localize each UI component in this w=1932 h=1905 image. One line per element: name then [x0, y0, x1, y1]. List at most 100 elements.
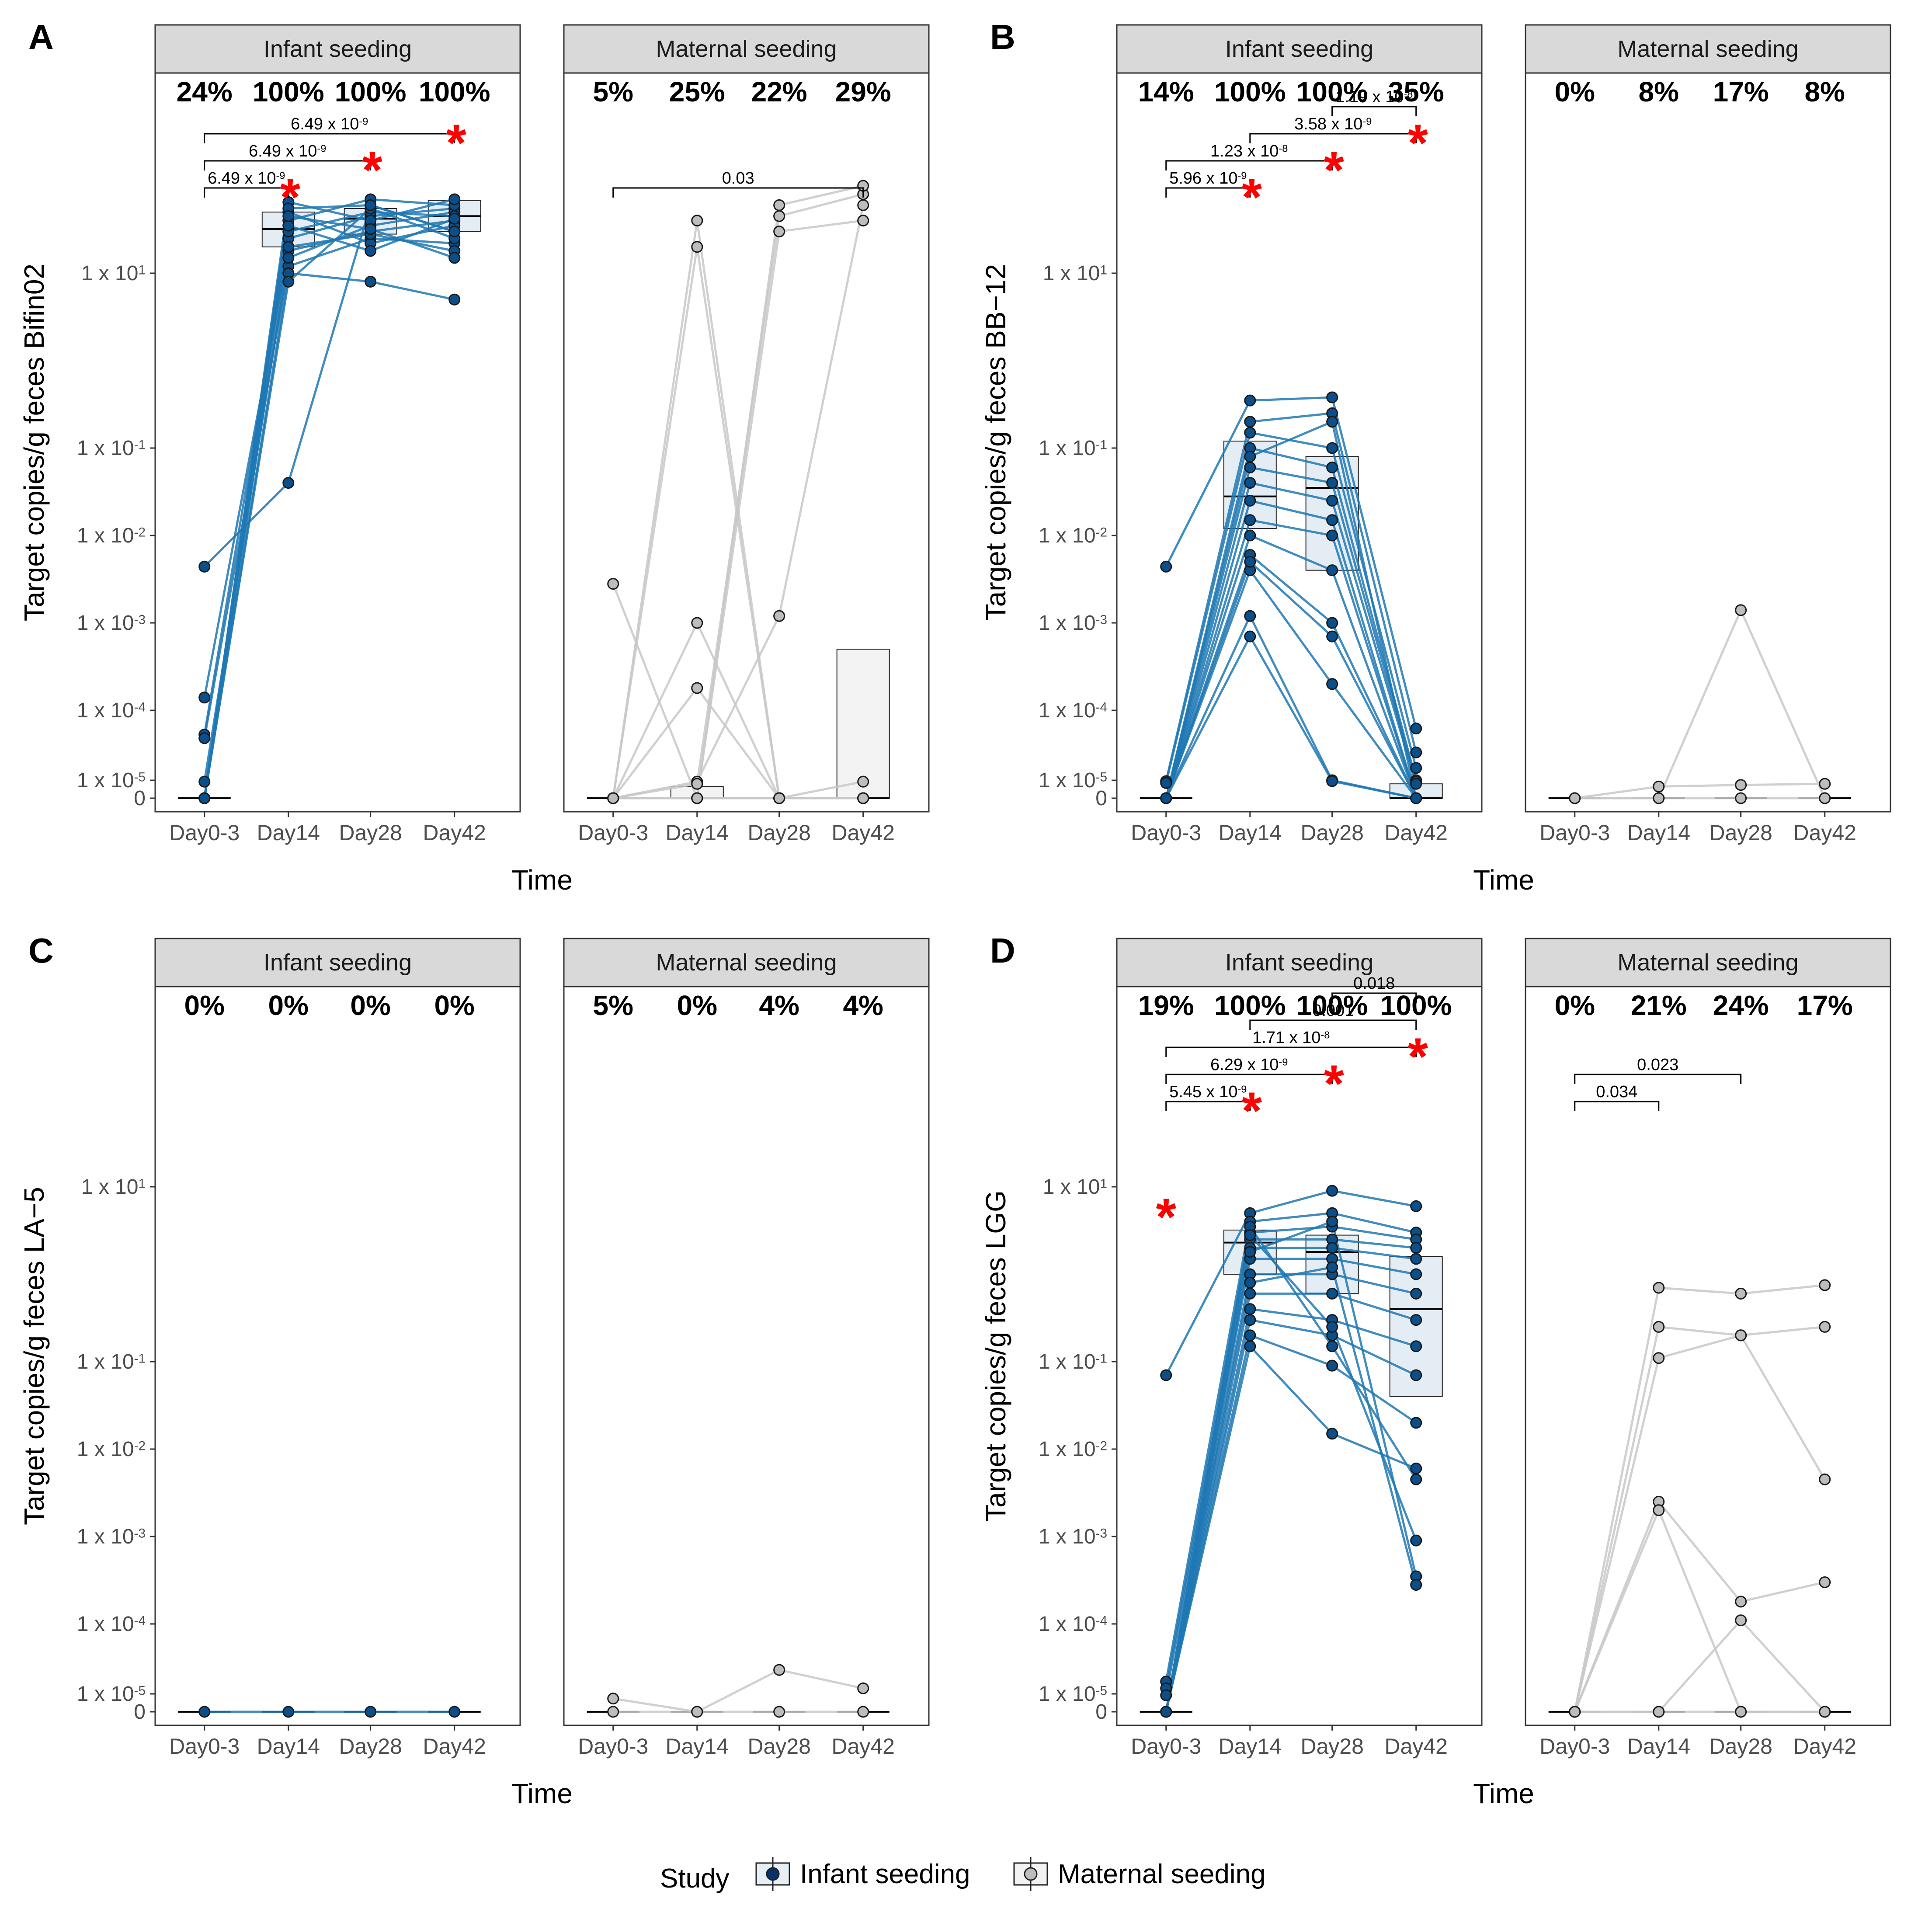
facet-strip: [1525, 938, 1891, 987]
y-tick-label-exp: -5: [134, 770, 146, 785]
y-tick-label: 0: [134, 787, 146, 810]
y-tick-label: 1 x 10-3: [77, 1525, 146, 1548]
data-point: [1326, 678, 1338, 690]
y-tick-label-base: 1 x 10: [81, 262, 139, 285]
sig-bracket: [1165, 1101, 1251, 1111]
data-point: [607, 792, 619, 804]
subject-line: [1165, 634, 1417, 800]
data-point: [857, 775, 869, 788]
y-tick-label: 1 x 10-5: [77, 1683, 146, 1706]
y-tick-label-base: 1 x 10: [77, 1350, 134, 1373]
data-point: [1819, 1706, 1831, 1718]
percent-label: 0%: [350, 990, 391, 1021]
plot-area: [563, 986, 930, 1726]
y-tick-label-base: 1 x 10: [1043, 1175, 1100, 1199]
percent-label: 17%: [1713, 76, 1769, 108]
facet-strip: [563, 938, 930, 987]
subject-line: [1165, 1220, 1418, 1712]
significance-star: *: [1407, 114, 1428, 172]
x-tick-label: Day42: [1384, 1734, 1448, 1759]
data-point: [1410, 1340, 1422, 1352]
x-tick-label: Day14: [1219, 1734, 1282, 1759]
data-point: [1735, 792, 1747, 804]
p-value-label: 0.03: [722, 169, 754, 188]
p-value-label: 0.018: [1353, 974, 1395, 993]
y-tick-label-base: 1 x 10: [77, 1438, 134, 1461]
y-axis-title: Target copies/g feces LA−5: [18, 1187, 50, 1525]
y-tick-label-base: 0: [134, 787, 146, 810]
percent-label: 4%: [843, 990, 883, 1021]
x-tick-label: Day28: [1300, 820, 1364, 845]
facet-infant: Infant seeding 0% 0% 0% 0% Day0-3 Day14 Day28 Da…: [154, 938, 521, 1759]
data-point: [1244, 494, 1256, 507]
subject-line: [1574, 1499, 1825, 1712]
data-point: [1410, 1369, 1422, 1381]
data-point: [1410, 1287, 1422, 1300]
data-point: [1569, 792, 1581, 804]
data-point: [448, 226, 461, 238]
percent-label: 100%: [419, 76, 490, 108]
legend-item-maternal: Maternal seeding: [1013, 1857, 1266, 1891]
x-tick-label: Day0-3: [1539, 1734, 1610, 1759]
p-value-label: 3.58 x 10-9: [1294, 115, 1372, 133]
data-point: [1653, 1706, 1665, 1718]
facet-strip: [154, 938, 521, 987]
subject-line: [203, 207, 455, 799]
percent-label: 5%: [593, 76, 633, 108]
y-tick-label: 1 x 101: [1043, 262, 1107, 285]
data-point: [1160, 1706, 1172, 1718]
x-tick-label: Day14: [666, 820, 729, 845]
data-point: [1244, 529, 1256, 542]
subject-line: [1574, 1334, 1826, 1712]
data-point: [691, 682, 703, 694]
x-tick-label: Day0-3: [578, 1734, 648, 1759]
subject-line: [1165, 412, 1418, 782]
data-point: [1735, 1287, 1747, 1300]
data-point: [607, 1693, 619, 1705]
x-tick-label: Day42: [1793, 1734, 1856, 1759]
y-tick-label: 1 x 10-5: [77, 769, 146, 792]
sig-bracket: [1165, 1046, 1417, 1057]
data-point: [365, 199, 377, 211]
data-point: [448, 1706, 461, 1718]
data-point: [1410, 1534, 1422, 1547]
panel-letter: C: [28, 931, 54, 970]
subject-line: [1574, 1325, 1825, 1712]
data-point: [1326, 391, 1338, 403]
data-point: [448, 293, 461, 306]
p-value-label-base: 0.001: [1312, 1001, 1354, 1020]
y-tick-label-base: 1 x 10: [1039, 437, 1096, 460]
data-point: [1410, 762, 1422, 774]
subject-line: [1165, 1307, 1417, 1712]
data-point: [1819, 1321, 1831, 1333]
subject-line: [1574, 782, 1825, 800]
data-point: [1244, 1314, 1256, 1326]
data-point: [1326, 1185, 1338, 1197]
y-tick-label-exp: -5: [1096, 770, 1107, 785]
y-tick-label: 0: [134, 1700, 146, 1724]
facet-strip-label: Infant seeding: [264, 36, 412, 62]
data-point: [691, 617, 703, 629]
y-tick-label-base: 0: [134, 1700, 146, 1724]
y-tick-label-base: 1 x 10: [77, 1525, 134, 1548]
y-tick-label: 1 x 10-3: [1039, 1525, 1107, 1548]
p-value-label-base: 6.49 x 10: [249, 142, 317, 160]
data-point: [773, 210, 785, 222]
y-tick-label-exp: -1: [1096, 1352, 1107, 1366]
p-value-label-exp: -9: [317, 143, 326, 154]
data-point: [1653, 792, 1665, 804]
y-tick-label-exp: -3: [1096, 1526, 1107, 1541]
data-point: [282, 275, 295, 288]
x-tick-label: Day42: [1384, 820, 1448, 845]
significance-star: *: [1241, 168, 1262, 226]
x-tick-label: Day14: [257, 820, 320, 845]
data-point: [1410, 1417, 1422, 1429]
x-tick-label: Day0-3: [1131, 1734, 1201, 1759]
legend-label: Maternal seeding: [1058, 1859, 1266, 1889]
y-tick-label-base: 1 x 10: [77, 524, 134, 547]
data-point: [1326, 494, 1338, 507]
legend-label: Infant seeding: [800, 1859, 970, 1889]
significance-star: *: [362, 141, 382, 199]
